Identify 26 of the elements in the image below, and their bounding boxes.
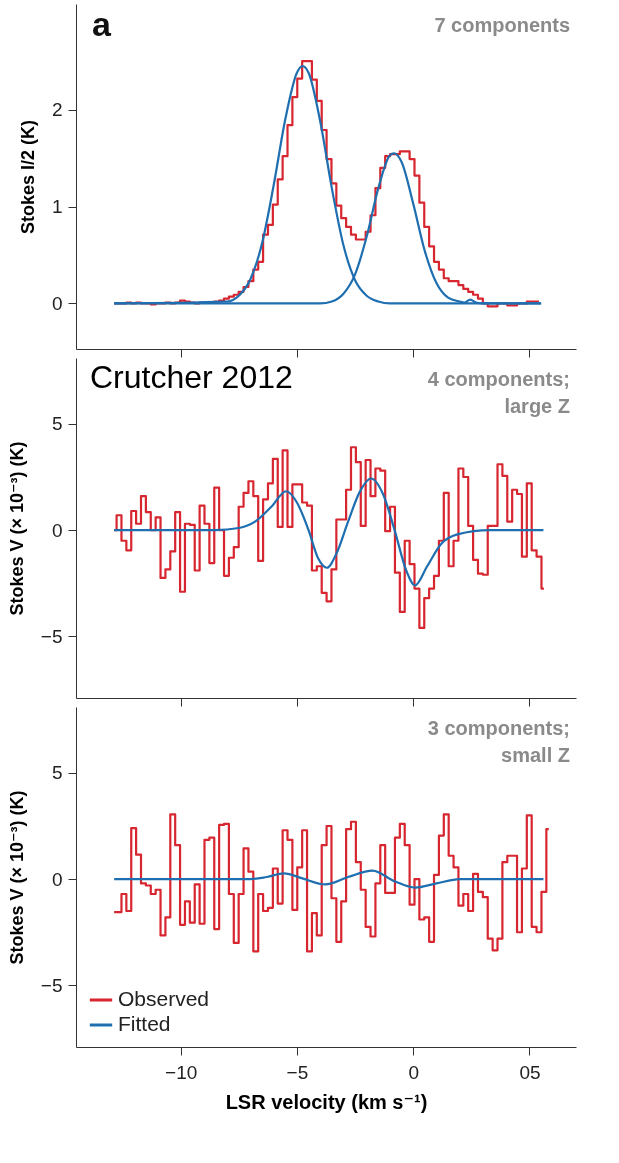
y-axis-title: Stokes I/2 (K) [17,119,38,235]
y-tick-label: −5 [40,974,63,996]
y-axis-title: Stokes V (× 10⁻³) (K) [6,441,27,616]
annotation: small Z [501,744,570,766]
annotation: large Z [504,395,570,417]
y-tick-label: 0 [51,292,63,314]
x-tick-label: −10 [165,1061,198,1083]
x-axis-title: LSR velocity (km s⁻¹) [225,1090,428,1113]
y-tick-label: 0 [51,519,63,541]
legend-label: Observed [118,987,210,1010]
y-tick-label: 5 [51,762,63,784]
y-tick-label: 1 [51,196,63,218]
annotation: Crutcher 2012 [90,359,293,395]
y-tick-label: 5 [51,413,63,435]
annotation: a [92,5,112,43]
y-axis-title: Stokes V (× 10⁻³) (K) [6,790,27,965]
annotation: 7 components [434,14,570,36]
x-tick-label: 05 [519,1061,541,1083]
annotation: 3 components; [427,717,570,739]
y-tick-label: 0 [51,868,63,890]
y-tick-label: −5 [40,625,63,647]
y-tick-label: 2 [51,99,63,121]
legend-label: Fitted [118,1012,171,1035]
annotation: 4 components; [427,368,570,390]
x-tick-label: 0 [408,1061,419,1083]
x-tick-label: −5 [286,1061,309,1083]
